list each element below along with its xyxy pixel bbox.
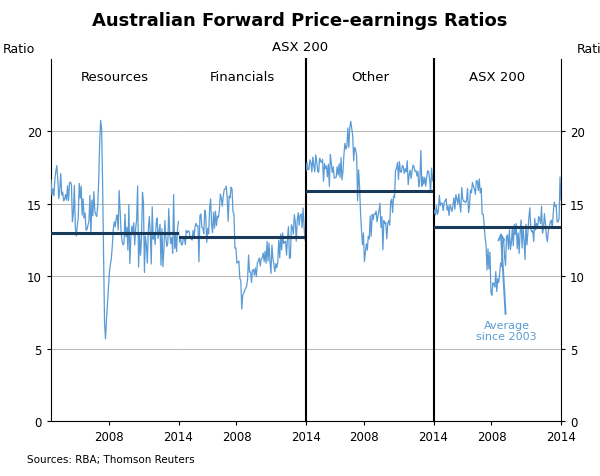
Text: Sources: RBA; Thomson Reuters: Sources: RBA; Thomson Reuters	[27, 454, 194, 464]
Text: ASX 200: ASX 200	[272, 40, 328, 53]
Text: Ratio: Ratio	[577, 43, 600, 56]
Text: Resources: Resources	[81, 70, 149, 83]
Text: Financials: Financials	[209, 70, 275, 83]
Text: Ratio: Ratio	[2, 43, 35, 56]
Text: Average
since 2003: Average since 2003	[476, 235, 537, 341]
Text: ASX 200: ASX 200	[469, 70, 526, 83]
Text: Other: Other	[351, 70, 389, 83]
Text: Australian Forward Price-earnings Ratios: Australian Forward Price-earnings Ratios	[92, 12, 508, 30]
